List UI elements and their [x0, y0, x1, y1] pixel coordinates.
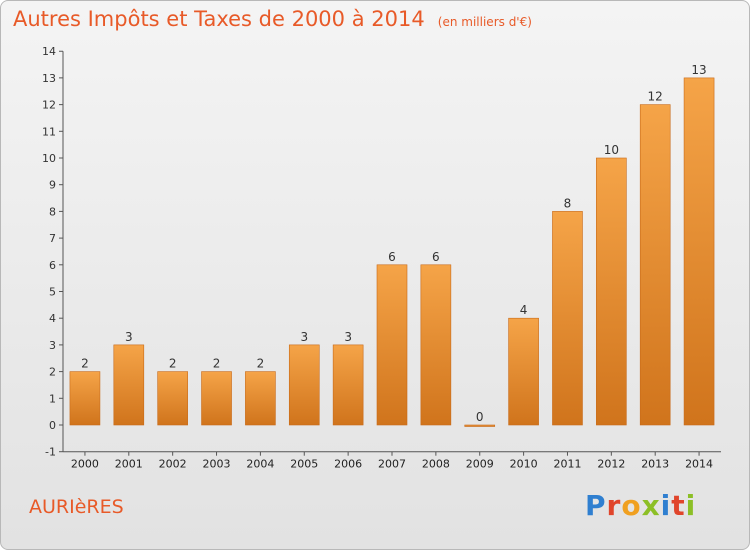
logo-letter: t: [671, 489, 686, 522]
y-tick-label: 9: [49, 179, 56, 192]
proxiti-logo: Proxiti: [585, 489, 696, 522]
data-label-2001: 3: [125, 330, 133, 344]
x-tick-label-2004: 2004: [246, 458, 274, 471]
data-label-2014: 13: [691, 63, 706, 77]
bar-2005: [288, 344, 320, 426]
data-label-2009: 0: [476, 410, 484, 424]
bar-2001: [113, 344, 145, 426]
data-label-2007: 6: [388, 250, 396, 264]
y-tick-label: 10: [42, 152, 56, 165]
data-label-2011: 8: [564, 196, 572, 210]
bar-2014: [683, 77, 715, 426]
x-tick-label-2011: 2011: [553, 458, 581, 471]
bar-2011: [552, 211, 583, 426]
data-label-2010: 4: [520, 303, 528, 317]
commune-name: AURIèRES: [29, 496, 124, 518]
x-tick-label-2010: 2010: [510, 458, 538, 471]
logo-letter: i: [685, 489, 697, 522]
bar-2009: [464, 424, 496, 427]
logo-letter: P: [585, 489, 607, 522]
y-tick-label: 14: [42, 45, 56, 58]
data-label-2004: 2: [257, 357, 265, 371]
bar-2008: [420, 264, 452, 426]
x-tick-label-2014: 2014: [685, 458, 713, 471]
y-tick-label: 7: [49, 232, 56, 245]
y-tick-label: 0: [49, 419, 56, 432]
data-label-2000: 2: [81, 357, 89, 371]
x-tick-label-2008: 2008: [422, 458, 450, 471]
bar-2000: [69, 371, 101, 426]
data-label-2003: 2: [213, 357, 221, 371]
y-tick-label: 6: [49, 259, 56, 272]
y-tick-label: 12: [42, 99, 56, 112]
data-label-2008: 6: [432, 250, 440, 264]
y-tick-label: 3: [49, 339, 56, 352]
logo-letter: r: [606, 489, 622, 522]
bar-2013: [639, 104, 671, 426]
x-tick-label-2001: 2001: [115, 458, 143, 471]
bar-2003: [201, 371, 232, 426]
y-tick-label: 13: [42, 72, 56, 85]
x-tick-label-2000: 2000: [71, 458, 99, 471]
x-tick-label-2007: 2007: [378, 458, 406, 471]
y-tick-label: -1: [45, 446, 56, 459]
data-label-2012: 10: [604, 143, 619, 157]
data-label-2013: 12: [648, 90, 663, 104]
title-row: Autres Impôts et Taxes de 2000 à 2014 (e…: [13, 7, 532, 31]
y-tick-label: 11: [42, 125, 56, 138]
x-tick-label-2012: 2012: [597, 458, 625, 471]
chart-title: Autres Impôts et Taxes de 2000 à 2014: [13, 7, 425, 31]
bar-2002: [157, 371, 188, 426]
chart-subtitle: (en milliers d'€): [437, 15, 532, 29]
y-tick-label: 5: [49, 286, 56, 299]
bar-2004: [245, 371, 276, 426]
bar-2012: [596, 157, 627, 426]
x-tick-label-2009: 2009: [466, 458, 494, 471]
data-label-2002: 2: [169, 357, 177, 371]
bars: [69, 77, 715, 427]
logo-letter: i: [660, 489, 672, 522]
logo-letter: o: [621, 489, 642, 522]
y-tick-label: 4: [49, 312, 56, 325]
data-label-2006: 3: [344, 330, 352, 344]
x-tick-label-2005: 2005: [290, 458, 318, 471]
x-tick-label-2013: 2013: [641, 458, 669, 471]
bar-2010: [508, 317, 539, 426]
x-tick-label-2002: 2002: [159, 458, 187, 471]
bar-2006: [332, 344, 364, 426]
data-label-2005: 3: [300, 330, 308, 344]
x-tick-label-2003: 2003: [203, 458, 231, 471]
bar-2007: [376, 264, 408, 426]
y-tick-label: 1: [49, 392, 56, 405]
logo-letter: x: [641, 489, 661, 522]
x-tick-label-2006: 2006: [334, 458, 362, 471]
y-tick-label: 8: [49, 205, 56, 218]
data-labels: 2 3 2 2 2 3 3 6 6 0 4 8 10 12 13: [81, 63, 707, 424]
y-tick-label: 2: [49, 366, 56, 379]
